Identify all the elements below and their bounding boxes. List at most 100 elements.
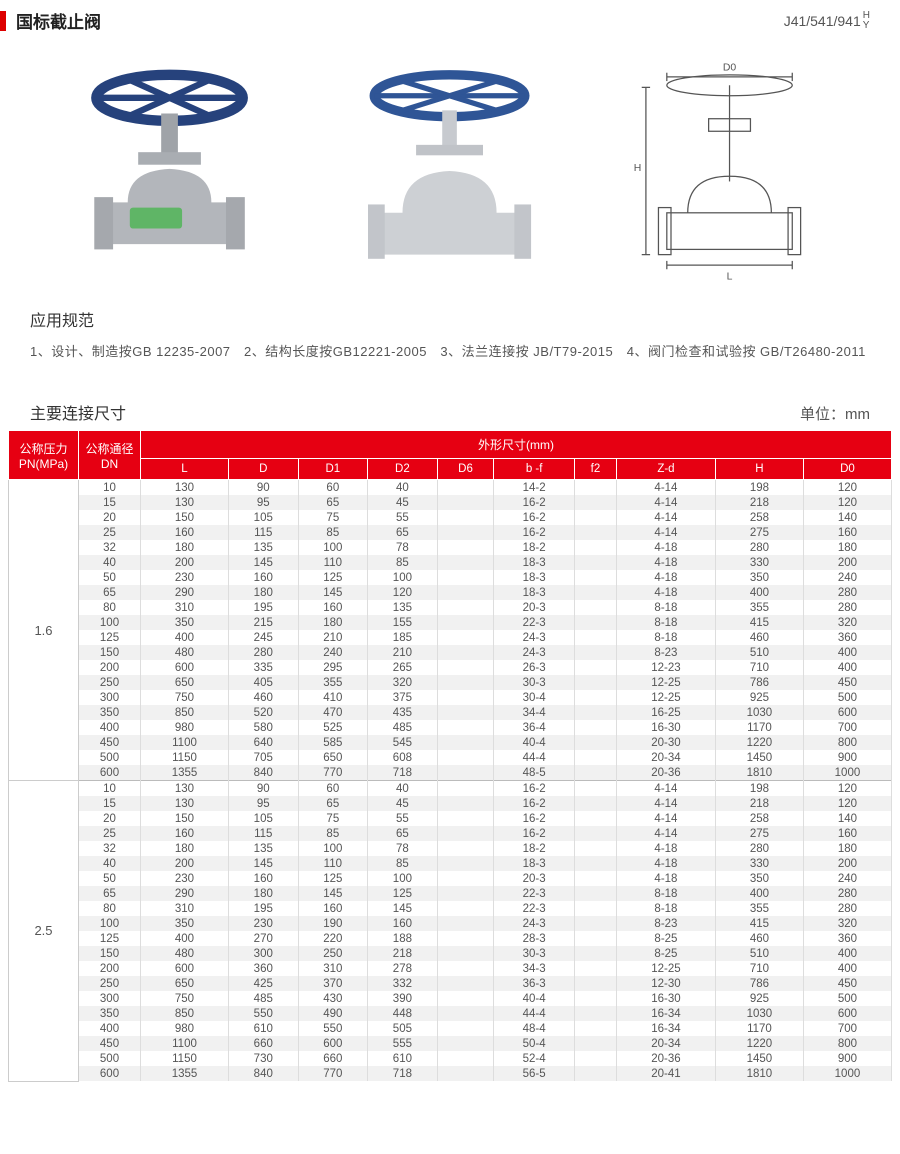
cell [437,931,494,946]
cell: 310 [298,961,368,976]
cell: 545 [368,735,438,750]
cell: 4-14 [616,826,715,841]
table-row: 321801351007818-24-18280180 [9,841,892,856]
cell: 1030 [715,1006,803,1021]
cell [437,675,494,690]
cell: 135 [228,540,298,555]
cell: 700 [803,1021,891,1036]
table-header-row: 主要连接尺寸 单位：mm [0,390,900,430]
table-row: 30075048543039040-416-30925500 [9,991,892,1006]
table-row: 2.51013090604016-24-14198120 [9,781,892,797]
cell: 16-30 [616,720,715,735]
cell: 240 [803,570,891,585]
cell: 180 [228,585,298,600]
cell: 90 [228,480,298,496]
cell [437,630,494,645]
cell: 435 [368,705,438,720]
cell: 800 [803,735,891,750]
cell [437,645,494,660]
valve-diagram: D0 H L [600,56,860,286]
cell: 100 [79,615,141,630]
cell: 8-25 [616,931,715,946]
cell: 24-3 [494,645,575,660]
cell: 400 [79,1021,141,1036]
cell [437,735,494,750]
cell: 280 [803,886,891,901]
cell: 718 [368,1066,438,1081]
cell: 710 [715,660,803,675]
cell [437,765,494,781]
cell: 650 [141,675,229,690]
cell [437,976,494,991]
cell: 460 [228,690,298,705]
spec-text: 1、设计、制造按GB 12235-2007 2、结构长度按GB12221-200… [0,337,900,390]
cell: 240 [298,645,368,660]
cell: 332 [368,976,438,991]
cell: 350 [141,916,229,931]
cell: 355 [715,600,803,615]
cell: 4-18 [616,856,715,871]
cell: 415 [715,916,803,931]
cell [437,781,494,797]
cell: 390 [368,991,438,1006]
cell: 295 [298,660,368,675]
cell: 16-34 [616,1021,715,1036]
cell: 65 [79,886,141,901]
cell: 470 [298,705,368,720]
table-row: 20150105755516-24-14258140 [9,811,892,826]
cell: 16-30 [616,991,715,1006]
cell: 150 [79,645,141,660]
cell: 65 [368,826,438,841]
page-title: 国标截止阀 [16,8,784,33]
cell: 980 [141,1021,229,1036]
cell: 18-3 [494,555,575,570]
cell: 200 [141,856,229,871]
cell: 275 [715,525,803,540]
table-head: 公称压力 PN(MPa) 公称通径 DN 外形尺寸(mm) LDD1D2D6b … [9,431,892,480]
cell [574,480,616,496]
cell: 718 [368,765,438,781]
cell [437,1006,494,1021]
table-row: 450110064058554540-420-301220800 [9,735,892,750]
cell [574,765,616,781]
cell: 200 [141,555,229,570]
cell: 1810 [715,765,803,781]
cell [574,735,616,750]
cell: 4-18 [616,841,715,856]
cell: 125 [298,871,368,886]
cell: 900 [803,750,891,765]
cell: 1150 [141,750,229,765]
cell: 1100 [141,735,229,750]
cell: 16-2 [494,811,575,826]
cell [574,630,616,645]
cell: 18-3 [494,570,575,585]
cell: 770 [298,765,368,781]
cell: 85 [368,555,438,570]
cell: 65 [298,495,368,510]
spec-heading: 应用规范 [0,301,900,337]
cell: 180 [228,886,298,901]
cell: 370 [298,976,368,991]
cell: 145 [368,901,438,916]
model-code-main: J41/541/941 [784,13,861,29]
cell: 410 [298,690,368,705]
cell [574,675,616,690]
cell [574,961,616,976]
cell: 335 [228,660,298,675]
cell: 1450 [715,1051,803,1066]
cell [437,720,494,735]
cell: 600 [803,1006,891,1021]
cell: 78 [368,540,438,555]
cell: 110 [298,856,368,871]
table-row: 35085052047043534-416-251030600 [9,705,892,720]
cell [437,901,494,916]
cell: 40-4 [494,991,575,1006]
cell: 245 [228,630,298,645]
cell: 30-3 [494,946,575,961]
cell: 640 [228,735,298,750]
cell: 12-23 [616,660,715,675]
cell: 105 [228,811,298,826]
cell: 300 [79,690,141,705]
cell: 45 [368,495,438,510]
cell: 275 [715,826,803,841]
